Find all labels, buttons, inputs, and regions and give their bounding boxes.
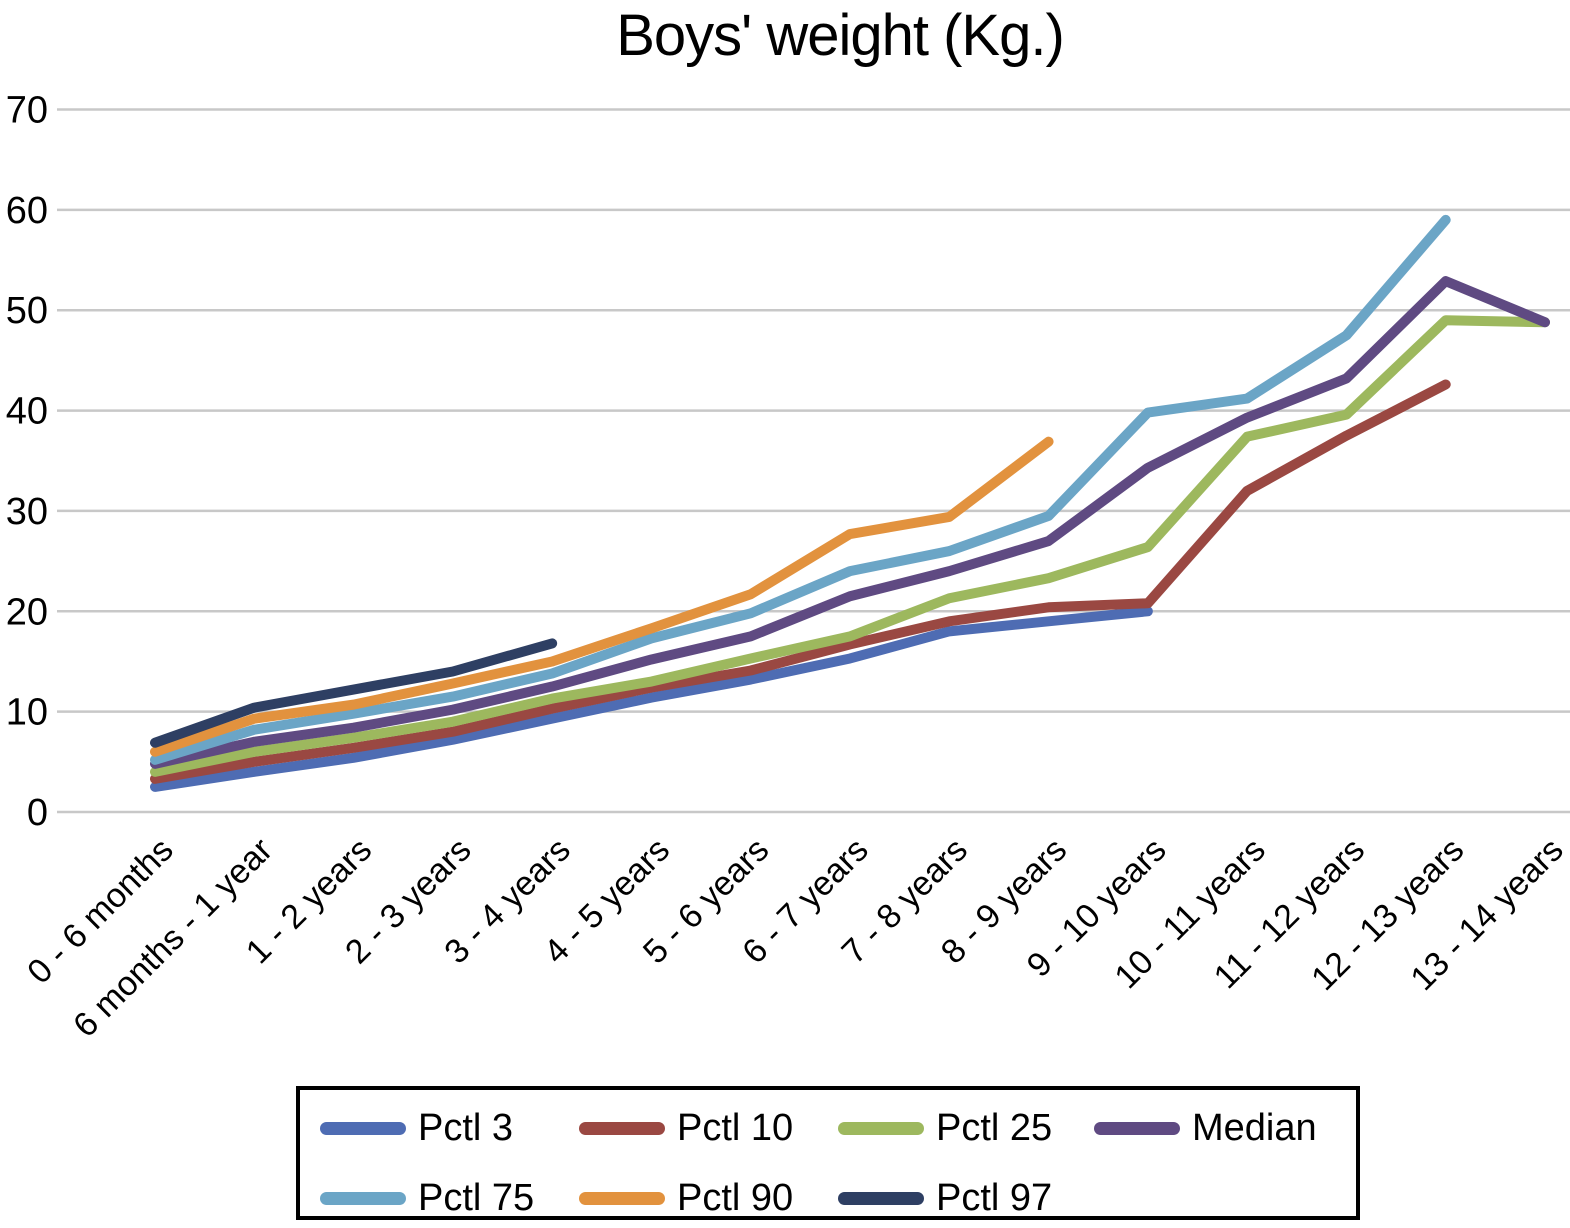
series-line-median xyxy=(150,276,1550,769)
series-line-pctl-90 xyxy=(150,436,1054,757)
legend: Pctl 3 Pctl 10 Pctl 25 Median Pctl 75 Pctl 90… xyxy=(296,1086,1360,1220)
legend-swatch xyxy=(838,1121,924,1135)
series-line-pctl-75 xyxy=(150,214,1451,765)
legend-swatch xyxy=(579,1191,665,1205)
series-line-pctl-97 xyxy=(150,638,558,748)
legend-label: Pctl 90 xyxy=(677,1176,794,1219)
legend-label: Pctl 3 xyxy=(418,1106,514,1149)
legend-item-pctl-97: Pctl 97 xyxy=(838,1176,1052,1220)
legend-item-pctl-90: Pctl 90 xyxy=(579,1176,793,1220)
series-line-pctl-10 xyxy=(150,379,1451,784)
y-axis-tick-label: 20 xyxy=(6,591,48,633)
y-axis-tick-label: 0 xyxy=(27,792,48,834)
legend-label: Pctl 75 xyxy=(418,1176,535,1219)
y-axis-tick-label: 40 xyxy=(6,391,48,433)
y-axis-tick-label: 30 xyxy=(6,491,48,533)
legend-swatch xyxy=(1094,1121,1180,1135)
y-axis-tick-label: 50 xyxy=(6,290,48,332)
legend-swatch xyxy=(838,1191,924,1205)
legend-swatch xyxy=(320,1121,406,1135)
legend-item-pctl-3: Pctl 3 xyxy=(320,1106,513,1150)
legend-item-pctl-10: Pctl 10 xyxy=(579,1106,793,1150)
legend-label: Pctl 97 xyxy=(936,1176,1053,1219)
series-line-pctl-25 xyxy=(150,315,1550,777)
legend-label: Pctl 10 xyxy=(677,1106,794,1149)
y-axis-tick-label: 70 xyxy=(6,90,48,132)
y-axis-tick-label: 10 xyxy=(6,692,48,734)
chart-title: Boys' weight (Kg.) xyxy=(616,3,1065,68)
legend-swatch xyxy=(320,1191,406,1205)
series-line-pctl-3 xyxy=(150,606,1153,792)
y-axis-tick-label: 60 xyxy=(6,190,48,232)
legend-item-median: Median xyxy=(1094,1106,1317,1150)
legend-swatch xyxy=(579,1121,665,1135)
legend-item-pctl-75: Pctl 75 xyxy=(320,1176,534,1220)
legend-item-pctl-25: Pctl 25 xyxy=(838,1106,1052,1150)
legend-label: Pctl 25 xyxy=(936,1106,1053,1149)
legend-label: Median xyxy=(1192,1106,1317,1149)
